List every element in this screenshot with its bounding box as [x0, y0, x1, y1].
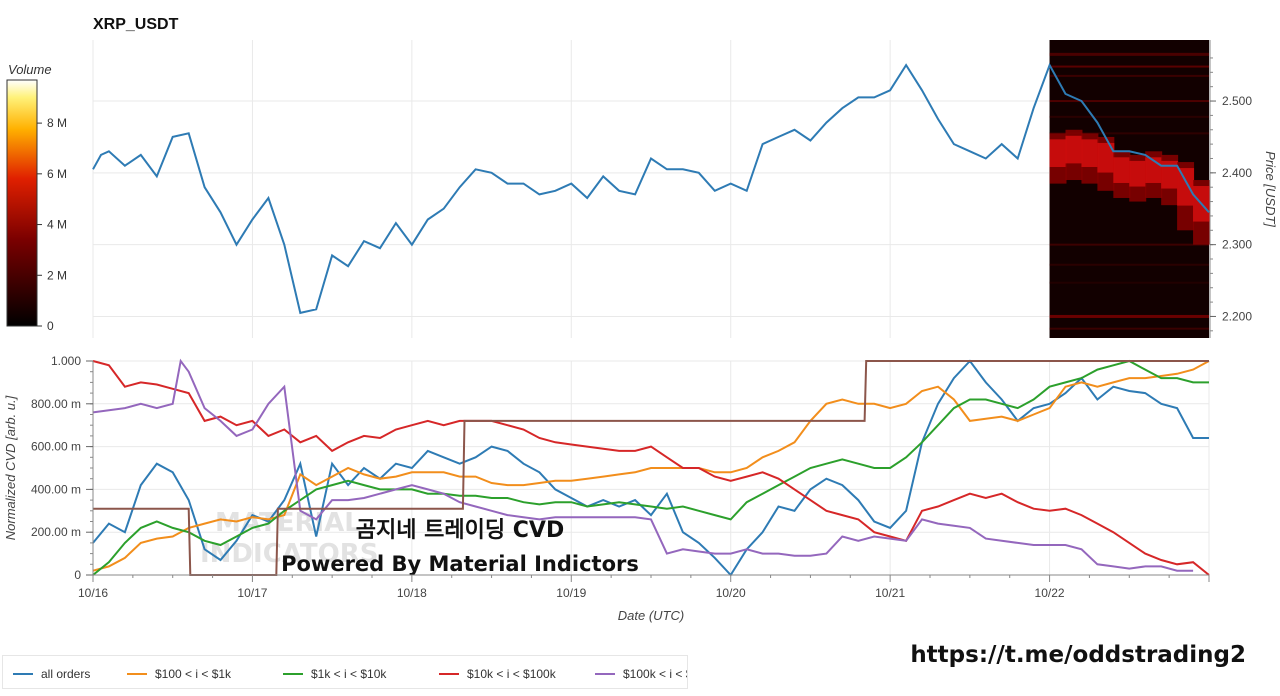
price-tick-label: 2.300 — [1222, 238, 1252, 252]
legend-label: $10k < i < $100k — [467, 667, 557, 681]
telegram-link[interactable]: https://t.me/oddstrading2 — [910, 642, 1246, 668]
watermark-logo-text: INDICATORS — [200, 539, 378, 569]
heatmap-band — [1049, 115, 1209, 118]
cvd-series-line — [92, 360, 1210, 576]
price-tick-label: 2.200 — [1222, 309, 1252, 323]
colorbar-tick-label: 4 M — [47, 218, 67, 232]
x-tick-label: 10/22 — [1035, 586, 1065, 600]
heatmap-band — [1049, 74, 1209, 77]
legend-label: $100k < i < $1M — [623, 667, 687, 681]
heatmap-band — [1049, 52, 1209, 56]
x-tick-label: 10/17 — [237, 586, 267, 600]
legend-canvas: all orders $100 < i < $1k $1k < i < $10k $1… — [13, 667, 862, 681]
heatmap-band — [1049, 65, 1209, 68]
x-tick-label: 10/16 — [78, 586, 108, 600]
cvd-tick-label: 400.00 m — [31, 482, 81, 496]
x-tick-label: 10/21 — [875, 586, 905, 600]
watermark-logo-text: MATERIAL — [215, 508, 361, 538]
heatmap-cell — [1161, 160, 1179, 189]
cvd-tick-label: 800.00 m — [31, 397, 81, 411]
x-tick-label: 10/20 — [716, 586, 746, 600]
legend: all orders $100 < i < $1k $1k < i < $10k $1… — [2, 655, 862, 689]
x-tick-label: 10/19 — [556, 586, 586, 600]
heatmap-cell — [1049, 139, 1067, 167]
x-tick-label: 10/18 — [397, 586, 427, 600]
heatmap-cell — [1129, 160, 1147, 187]
cvd-series-line — [92, 358, 1194, 572]
x-axis-label: Date (UTC) — [618, 608, 684, 623]
heatmap-cell — [1065, 135, 1083, 164]
heatmap-band — [1049, 132, 1209, 135]
cvd-series-line — [93, 360, 1209, 576]
heatmap-band — [1049, 100, 1209, 103]
cvd-tick-label: 1.000 — [51, 354, 81, 368]
heatmap-band — [1049, 281, 1209, 284]
cvd-series-line — [92, 360, 1210, 572]
heatmap-band — [1049, 327, 1209, 330]
legend-label: all orders — [41, 667, 90, 681]
cvd-tick-label: 200.00 m — [31, 525, 81, 539]
heatmap-band — [1049, 263, 1209, 266]
price-tick-label: 2.500 — [1222, 94, 1252, 108]
cvd-tick-label: 0 — [74, 568, 81, 582]
price-tick-label: 2.400 — [1222, 166, 1252, 180]
colorbar-tick-label: 0 — [47, 319, 54, 333]
cvd-series-line — [92, 359, 1209, 577]
heatmap-cell — [1177, 168, 1195, 206]
heatmap-band — [1049, 243, 1209, 246]
legend-label: $1k < i < $10k — [311, 667, 387, 681]
cvd-series-line — [92, 359, 1209, 576]
watermark-subtitle: Powered By Material Indictors — [281, 552, 639, 576]
price-panel-bg — [93, 40, 1209, 338]
price-axis-label: Price [USDT] — [1263, 151, 1278, 227]
heatmap-cell — [1081, 139, 1099, 167]
heatmap-band — [1049, 314, 1209, 318]
cvd-tick-label: 600.00 m — [31, 440, 81, 454]
chart-title: XRP_USDT — [93, 16, 179, 33]
legend-label: $100 < i < $1k — [155, 667, 232, 681]
watermark-title: 곰지네 트레이딩 CVD — [356, 518, 564, 543]
colorbar-tick-label: 8 M — [47, 116, 67, 130]
colorbar-tick-label: 6 M — [47, 167, 67, 181]
colorbar-tick-label: 2 M — [47, 268, 67, 282]
cvd-axis-label: Normalized CVD [arb. u.] — [3, 395, 18, 540]
price-line — [92, 62, 1210, 315]
heatmap-cell — [1097, 142, 1115, 173]
colorbar — [6, 79, 38, 327]
heatmap-cell — [1113, 157, 1131, 183]
colorbar-label: Volume — [8, 62, 52, 77]
